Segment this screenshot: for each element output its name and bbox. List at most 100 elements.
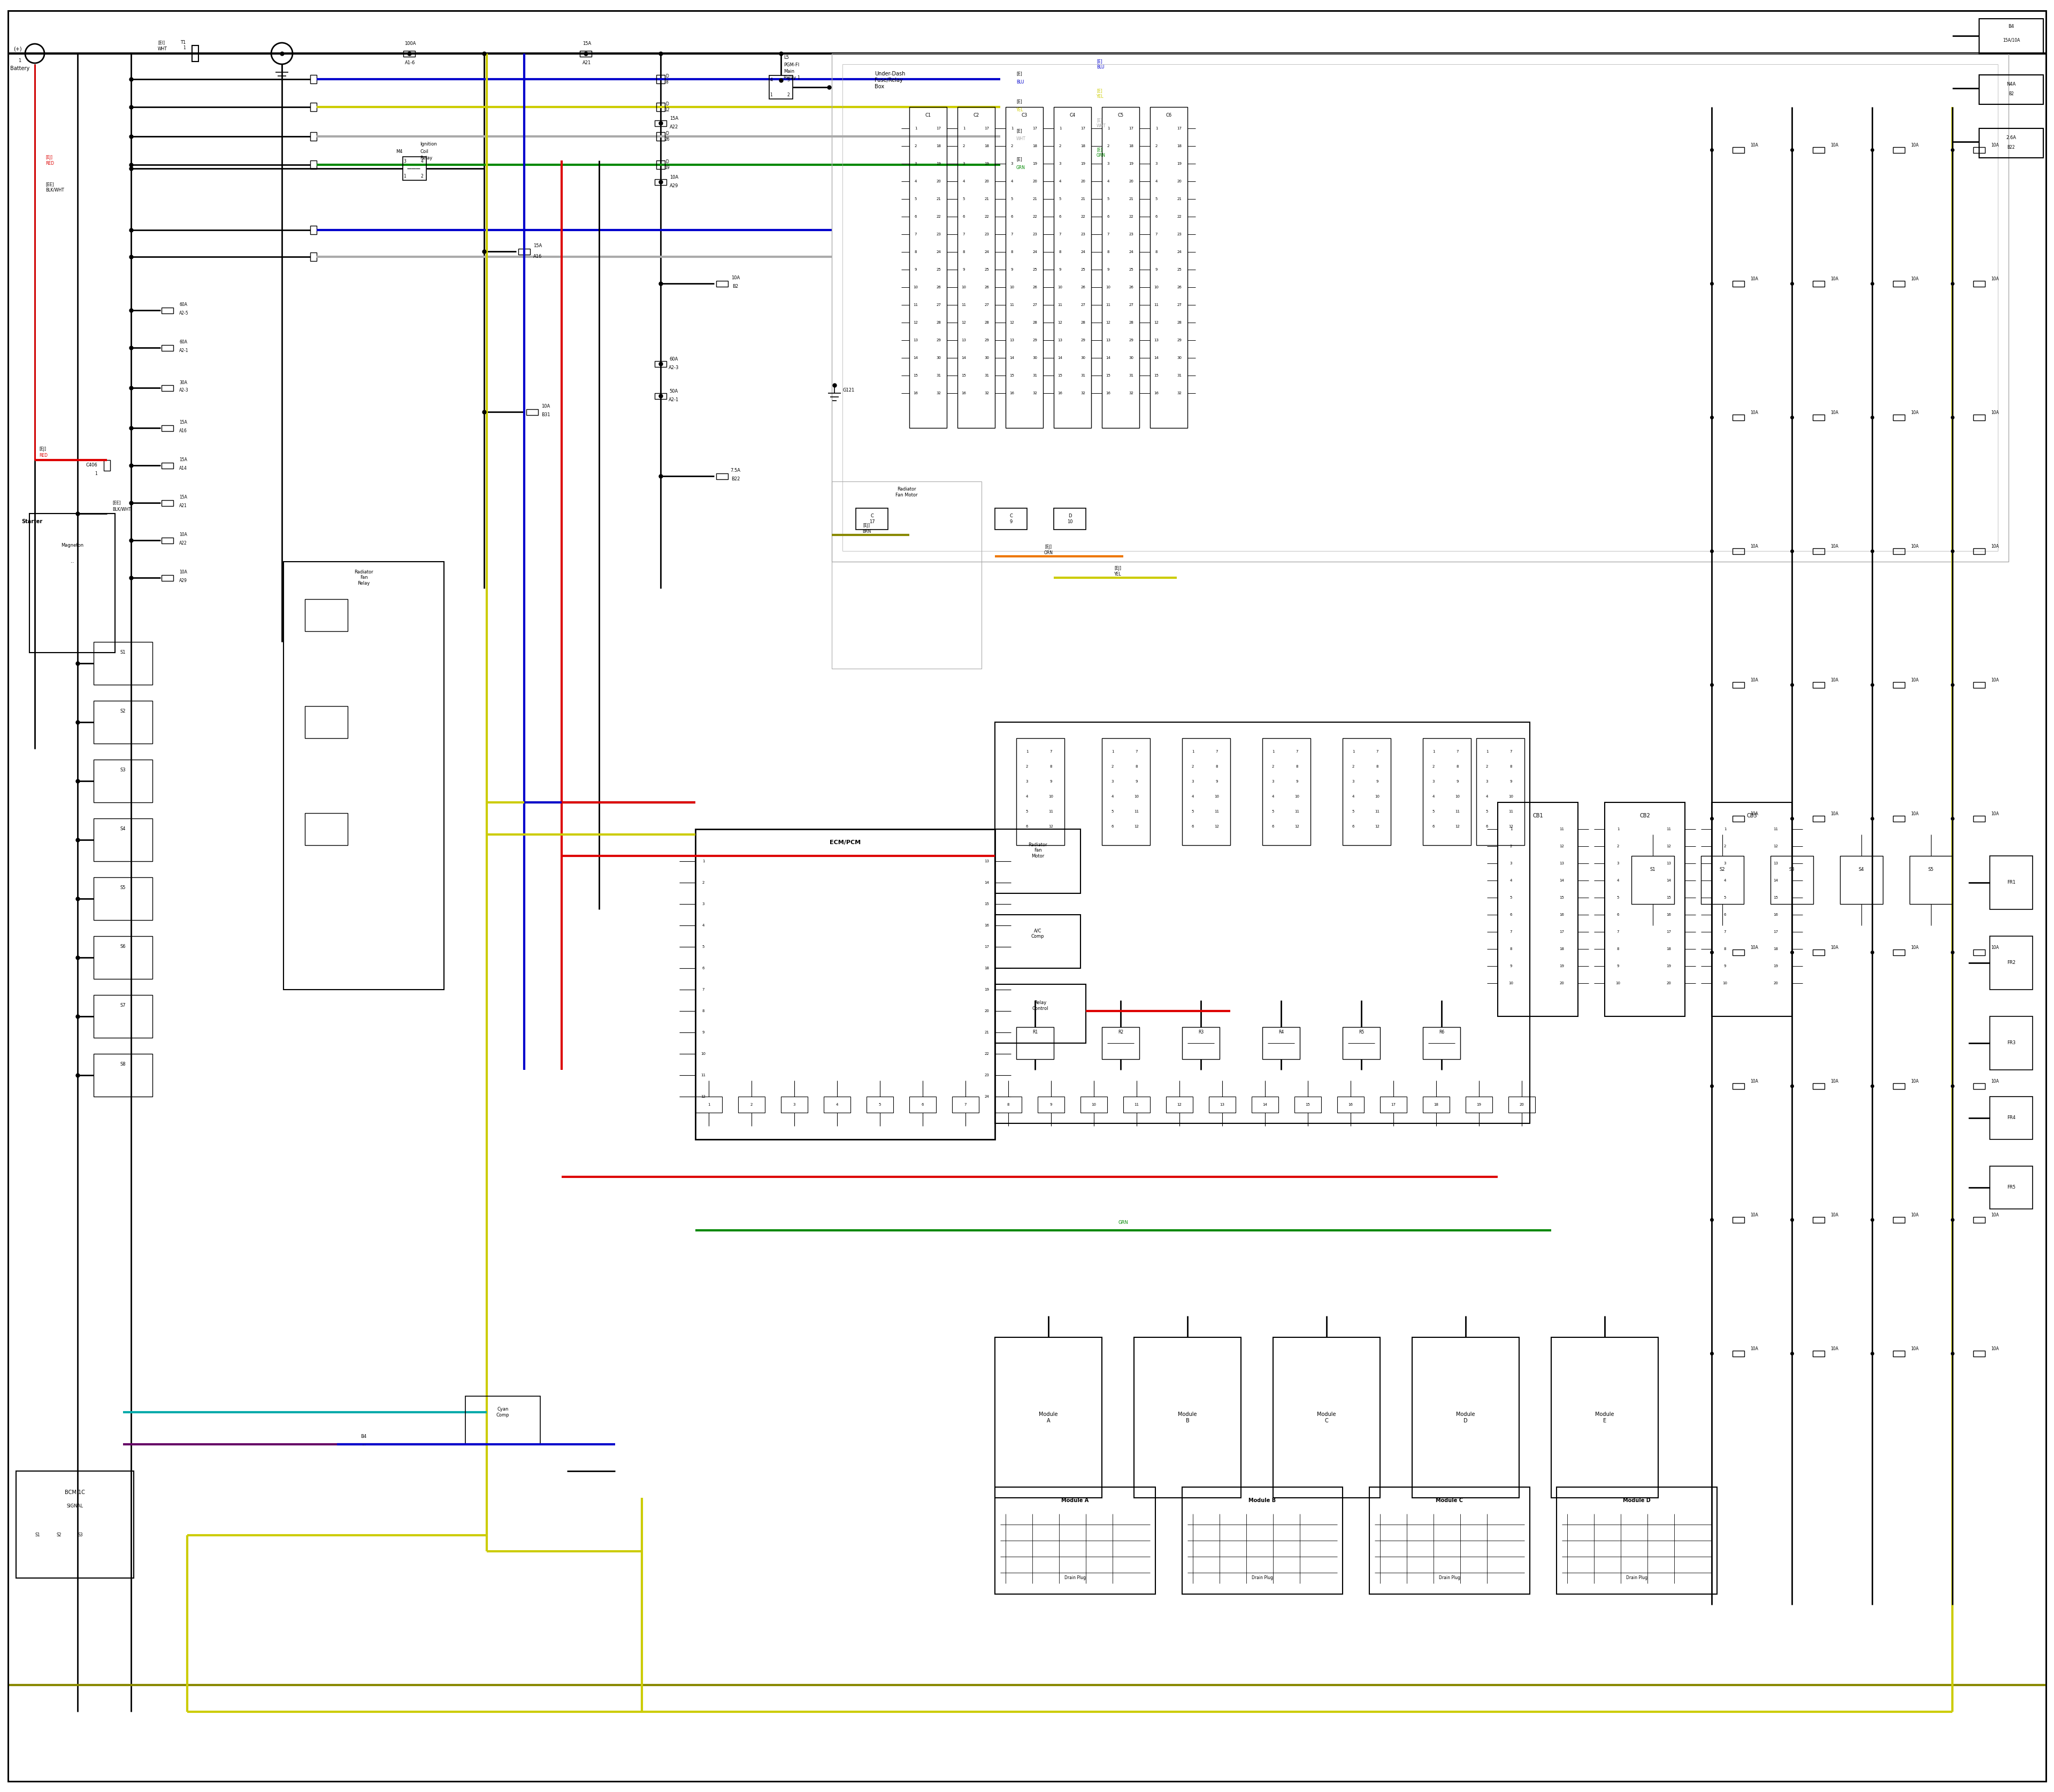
Text: 17: 17 — [1559, 930, 1565, 934]
Text: 10A: 10A — [1750, 1079, 1758, 1084]
Text: Battery: Battery — [10, 66, 29, 72]
Text: 10A: 10A — [1830, 1346, 1838, 1351]
Text: N4A: N4A — [2007, 82, 2015, 86]
Bar — [994, 984, 1087, 1043]
Text: 27: 27 — [984, 303, 990, 306]
Text: 28: 28 — [937, 321, 941, 324]
Text: 8: 8 — [1510, 765, 1512, 769]
Text: Cyan
Comp: Cyan Comp — [497, 1407, 509, 1417]
Bar — [1017, 738, 1064, 846]
Text: 10A: 10A — [1750, 410, 1758, 416]
Text: 1: 1 — [914, 127, 916, 131]
Text: [EI]: [EI] — [158, 41, 164, 45]
Text: 27: 27 — [1130, 303, 1134, 306]
Text: 14: 14 — [1154, 357, 1158, 360]
Text: 24: 24 — [1033, 251, 1037, 253]
Text: A2-1: A2-1 — [179, 348, 189, 353]
Text: 26: 26 — [1080, 285, 1085, 289]
Text: 20: 20 — [984, 179, 990, 183]
Bar — [1732, 548, 1744, 554]
Text: 9: 9 — [702, 1030, 705, 1034]
Bar — [717, 281, 727, 287]
Text: 9: 9 — [914, 269, 916, 271]
Text: 1: 1 — [1485, 751, 1489, 753]
Text: 3: 3 — [787, 77, 789, 82]
Text: 8: 8 — [1510, 948, 1512, 950]
Text: 22: 22 — [984, 215, 990, 219]
Bar — [737, 1097, 764, 1113]
Text: 5: 5 — [1510, 896, 1512, 900]
Text: 22: 22 — [1080, 215, 1085, 219]
Bar — [1732, 683, 1744, 688]
Text: 27: 27 — [1033, 303, 1037, 306]
Text: 31: 31 — [1080, 375, 1087, 376]
Text: 4: 4 — [1723, 878, 1725, 882]
Text: 10A: 10A — [1990, 276, 1999, 281]
Bar — [994, 1487, 1154, 1595]
Bar — [1150, 108, 1187, 428]
Text: 9: 9 — [1616, 964, 1619, 968]
Text: 23: 23 — [1033, 233, 1037, 237]
Text: 10: 10 — [700, 1052, 707, 1055]
Text: 10: 10 — [1374, 796, 1380, 797]
Bar — [94, 819, 152, 862]
Text: A29: A29 — [179, 579, 187, 582]
Text: 7: 7 — [1050, 751, 1052, 753]
Text: 20: 20 — [937, 179, 941, 183]
Text: 26: 26 — [1177, 285, 1181, 289]
Text: 12: 12 — [1559, 844, 1565, 848]
Bar — [1732, 1082, 1744, 1090]
Text: 4: 4 — [1271, 796, 1273, 797]
Text: 16: 16 — [961, 392, 965, 394]
Bar — [1974, 1082, 1984, 1090]
Bar — [310, 102, 316, 111]
Text: 18: 18 — [984, 966, 990, 969]
Text: 16: 16 — [914, 392, 918, 394]
Bar — [1732, 147, 1744, 152]
Bar — [1273, 1337, 1380, 1498]
Text: YEL: YEL — [1017, 108, 1023, 113]
Bar — [466, 1396, 540, 1444]
Text: 29: 29 — [984, 339, 990, 342]
Text: Module
B: Module B — [1179, 1412, 1197, 1423]
Text: Drain Plug: Drain Plug — [1251, 1575, 1273, 1581]
Bar — [1337, 1097, 1364, 1113]
Text: 30: 30 — [1080, 357, 1087, 360]
Text: 2: 2 — [1432, 765, 1434, 769]
Text: 10: 10 — [1723, 982, 1727, 986]
Text: 10: 10 — [1105, 285, 1111, 289]
Bar — [824, 1097, 850, 1113]
Bar — [842, 65, 1999, 550]
Bar — [1990, 1016, 2033, 1070]
Text: 24: 24 — [1130, 251, 1134, 253]
Text: 15A: 15A — [179, 495, 187, 500]
Text: 11: 11 — [1011, 303, 1015, 306]
Text: 24: 24 — [1080, 251, 1085, 253]
Text: 1: 1 — [1154, 127, 1158, 131]
Text: S1: S1 — [35, 1532, 39, 1538]
Text: 18: 18 — [1434, 1104, 1438, 1106]
Text: 3: 3 — [405, 159, 407, 163]
Text: 24: 24 — [984, 251, 990, 253]
Text: 32: 32 — [1177, 392, 1181, 394]
Text: B2: B2 — [2009, 91, 2013, 97]
Bar — [403, 50, 415, 57]
Text: 11: 11 — [1510, 810, 1514, 814]
Bar — [994, 509, 1027, 530]
Text: 12: 12 — [1374, 824, 1380, 828]
Text: 18: 18 — [984, 145, 990, 147]
Text: 10A: 10A — [1910, 946, 1918, 950]
Text: 2: 2 — [1154, 145, 1158, 147]
Text: M4: M4 — [396, 149, 403, 154]
Bar — [657, 133, 665, 142]
Text: 4: 4 — [702, 925, 705, 926]
Text: 4: 4 — [421, 159, 423, 163]
Text: 25: 25 — [1130, 269, 1134, 271]
Bar — [957, 108, 994, 428]
Text: S2: S2 — [121, 710, 125, 713]
Text: 12: 12 — [1011, 321, 1015, 324]
Text: 8: 8 — [1060, 251, 1062, 253]
Text: 17: 17 — [1130, 127, 1134, 131]
Text: 6: 6 — [922, 1104, 924, 1106]
Text: S3: S3 — [121, 769, 125, 772]
